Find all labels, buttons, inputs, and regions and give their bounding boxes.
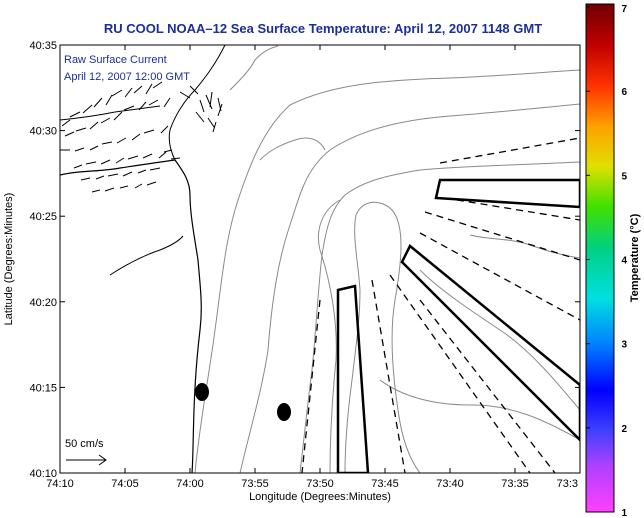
- contour-1: [194, 69, 580, 473]
- colorbar-tick-label: 7: [621, 4, 627, 15]
- y-axis-label: Latitude (Degrees:Minutes): [3, 193, 15, 326]
- beam-south: [336, 284, 370, 473]
- x-axis-label: Longitude (Degrees:Minutes): [249, 491, 391, 503]
- contour-2: [239, 103, 580, 473]
- beam-east: [434, 178, 580, 209]
- colorbar: [585, 3, 615, 513]
- buoy-marker-2: [277, 403, 291, 421]
- colorbar-label: Temperature (°C): [629, 213, 641, 302]
- beam-southeast: [400, 244, 580, 442]
- scale-arrow: [66, 454, 107, 466]
- x-tick-label: 74:00: [176, 478, 204, 490]
- y-tick-label: 40:35: [29, 40, 57, 52]
- x-tick-label: 73:40: [436, 478, 464, 490]
- radial-dashed-lines: [301, 137, 580, 473]
- contour-3: [299, 161, 580, 473]
- colorbar-tick-label: 2: [621, 424, 627, 435]
- contour-7: [379, 379, 580, 441]
- x-tick-label: 73:45: [371, 478, 399, 490]
- contour-4: [344, 201, 421, 473]
- plot-area: Raw Surface Current April 12, 2007 12:00…: [60, 45, 580, 473]
- y-tick-label: 40:15: [29, 382, 57, 394]
- contour-5: [317, 199, 341, 473]
- x-tick-label: 74:05: [111, 478, 139, 490]
- y-tick-label: 40:25: [29, 211, 57, 223]
- colorbar-tick-label: 6: [621, 87, 627, 98]
- colorbar-tick-label: 5: [621, 171, 627, 182]
- x-tick-label: 73:55: [241, 478, 269, 490]
- colorbar-tick-label: 4: [621, 256, 627, 267]
- buoy-marker-1: [195, 383, 209, 401]
- x-tick-label: 73:35: [501, 478, 529, 490]
- radar-beams: [336, 178, 580, 473]
- y-tick-label: 40:30: [29, 126, 57, 138]
- contour-9: [259, 137, 326, 161]
- contour-6: [419, 269, 580, 411]
- y-tick-label: 40:10: [29, 468, 57, 480]
- colorbar-tick-label: 1: [621, 508, 627, 518]
- scale-label: 50 cm/s: [65, 438, 104, 450]
- coastline-river: [109, 235, 184, 276]
- x-tick-label: 73:3: [557, 478, 578, 490]
- coastline: [60, 159, 202, 473]
- coastline-bay: [168, 45, 226, 161]
- colorbar-tick-label: 3: [621, 340, 627, 351]
- contour-8: [229, 45, 279, 91]
- y-tick-label: 40:20: [29, 297, 57, 309]
- x-tick-label: 74:10: [46, 478, 74, 490]
- surface-current-vectors: [60, 81, 223, 193]
- colorbar-ticks: 1 2 3 4 5 6 7: [586, 4, 627, 518]
- chart-title: RU COOL NOAA–12 Sea Surface Temperature:…: [104, 21, 542, 36]
- x-tick-label: 73:50: [306, 478, 334, 490]
- annotation-line1: Raw Surface Current: [64, 54, 167, 66]
- x-axis: 74:10 74:05 74:00 73:55 73:50 73:45 73:40 73:35…: [46, 45, 581, 490]
- annotation-line2: April 12, 2007 12:00 GMT: [64, 71, 190, 83]
- y-axis: 40:10 40:15 40:20 40:25 40:30 40:35: [29, 40, 580, 480]
- coastline-inlet: [60, 105, 161, 121]
